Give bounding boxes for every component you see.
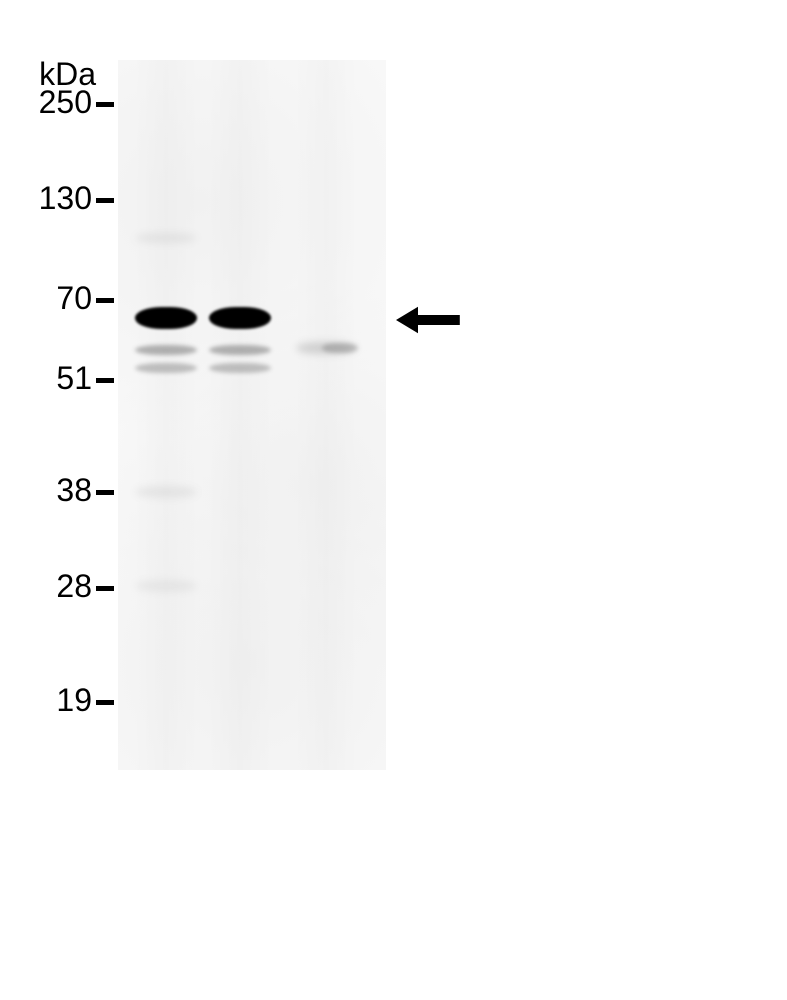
lane-2 [207, 60, 273, 770]
band-lane1-2 [135, 363, 198, 373]
marker-label-19: 19 [8, 682, 92, 719]
marker-tick-19 [96, 700, 114, 705]
band-lane3-10 [322, 343, 357, 353]
lane-3 [294, 60, 358, 770]
marker-tick-70 [96, 298, 114, 303]
marker-label-28: 28 [8, 568, 92, 605]
marker-label-38: 38 [8, 472, 92, 509]
target-band-arrow-icon [396, 298, 468, 342]
band-lane1-0 [135, 307, 198, 329]
marker-tick-51 [96, 378, 114, 383]
band-lane2-8 [209, 363, 272, 373]
marker-tick-130 [96, 198, 114, 203]
marker-label-130: 130 [8, 180, 92, 217]
band-lane1-3 [135, 233, 198, 243]
western-blot-image [118, 60, 386, 770]
marker-label-70: 70 [8, 280, 92, 317]
marker-tick-28 [96, 586, 114, 591]
marker-tick-250 [96, 102, 114, 107]
marker-tick-38 [96, 490, 114, 495]
band-lane1-5 [135, 580, 198, 592]
band-lane2-6 [209, 307, 272, 329]
band-lane1-1 [135, 345, 198, 355]
lane-1 [133, 60, 199, 770]
band-lane1-4 [135, 486, 198, 498]
band-lane2-7 [209, 345, 272, 355]
marker-label-51: 51 [8, 360, 92, 397]
figure-canvas: kDa 2501307051382819 [0, 0, 787, 1000]
marker-label-250: 250 [8, 84, 92, 121]
